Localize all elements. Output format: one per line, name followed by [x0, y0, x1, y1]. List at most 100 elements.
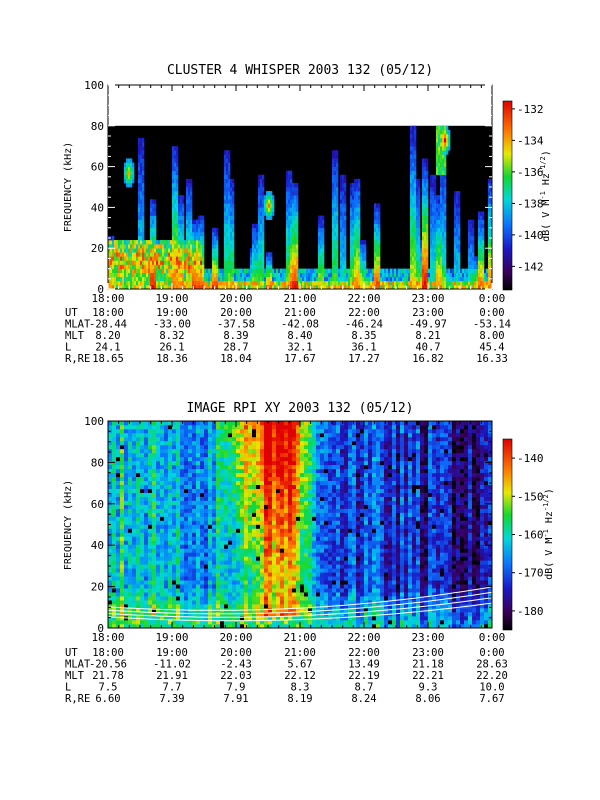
spectrogram-cell	[430, 231, 433, 237]
spectrogram-cell	[156, 436, 161, 442]
spectrogram-cell	[164, 500, 169, 505]
spectrogram-cell	[262, 260, 265, 265]
spectrogram-cell	[216, 592, 221, 597]
spectrogram-cell	[352, 252, 355, 257]
spectrogram-cell	[188, 452, 193, 458]
spectrogram-cell	[140, 524, 145, 529]
spectrogram-cell	[204, 496, 209, 501]
spectrogram-cell	[140, 596, 145, 601]
spectrogram-cell	[216, 468, 221, 474]
ephemeris-value: 18.36	[156, 353, 188, 365]
spectrogram-cell	[136, 500, 141, 505]
spectrogram-cell	[188, 512, 193, 517]
spectrogram-cell	[142, 142, 145, 147]
spectrogram-cell	[362, 272, 365, 278]
spectrogram-cell	[332, 178, 335, 184]
spectrogram-cell	[156, 248, 159, 253]
spectrogram-cell	[188, 187, 191, 192]
spectrogram-cell	[164, 604, 169, 609]
spectrogram-cell	[180, 504, 185, 509]
spectrogram-cell	[128, 272, 131, 278]
spectrogram-cell	[192, 456, 197, 462]
spectrogram-cell	[244, 272, 247, 278]
spectrogram-cell	[180, 272, 183, 278]
spectrogram-cell	[340, 276, 343, 282]
spectrogram-cell	[380, 272, 383, 278]
spectrogram-cell	[150, 256, 153, 261]
spectrogram-cell	[260, 207, 263, 212]
spectrogram-cell	[184, 248, 187, 253]
spectrogram-cell	[176, 154, 179, 159]
spectrogram-cell	[320, 268, 323, 273]
spectrogram-cell	[398, 268, 401, 273]
spectrogram-cell	[188, 484, 193, 489]
spectrogram-cell	[424, 244, 427, 249]
spectrogram-cell	[144, 624, 149, 629]
spectrogram-cell	[424, 207, 427, 212]
spectrogram-cell	[168, 444, 173, 450]
spectrogram-cell	[124, 488, 129, 493]
spectrogram-cell	[376, 280, 379, 286]
spectrogram-cell	[358, 264, 361, 269]
spectrogram-cell	[478, 235, 481, 241]
spectrogram-cell	[164, 260, 167, 265]
spectrogram-cell	[182, 244, 185, 249]
spectrogram-cell	[358, 272, 361, 278]
spectrogram-cell	[182, 207, 185, 212]
spectrogram-cell	[330, 276, 333, 282]
spectrogram-cell	[292, 280, 295, 286]
spectrogram-cell	[382, 280, 385, 286]
spectrogram-cell	[112, 560, 117, 565]
spectrogram-cell	[436, 223, 439, 229]
spectrogram-cell	[210, 284, 213, 290]
spectrogram-cell	[140, 516, 145, 521]
spectrogram-cell	[374, 219, 377, 225]
spectrogram-cell	[116, 500, 121, 505]
spectrogram-cell	[114, 260, 117, 265]
spectrogram-cell	[318, 248, 321, 253]
spectrogram-cell	[176, 568, 181, 573]
spectrogram-cell	[422, 256, 425, 261]
spectrogram-cell	[148, 248, 151, 253]
spectrogram-cell	[436, 244, 439, 249]
spectrogram-cell	[232, 432, 237, 438]
spectrogram-cell	[448, 268, 451, 273]
panel1-colorbar	[502, 100, 513, 291]
spectrogram-cell	[220, 624, 225, 629]
spectrogram-cell	[188, 568, 193, 573]
spectrogram-cell	[224, 528, 229, 533]
ephemeris-value: 19:00	[156, 307, 188, 319]
spectrogram-cell	[294, 223, 297, 229]
spectrogram-cell	[204, 484, 209, 489]
spectrogram-cell	[188, 624, 193, 629]
spectrogram-cell	[208, 508, 213, 513]
spectrogram-cell	[204, 500, 209, 505]
spectrogram-cell	[418, 191, 421, 196]
spectrogram-cell	[442, 276, 445, 282]
spectrogram-cell	[144, 592, 149, 597]
spectrogram-cell	[216, 464, 221, 470]
spectrogram-cell	[430, 178, 433, 184]
spectrogram-cell	[302, 280, 305, 286]
spectrogram-cell	[186, 191, 189, 196]
spectrogram-cell	[176, 484, 181, 489]
spectrogram-cell	[190, 252, 193, 257]
spectrogram-cell	[162, 268, 165, 273]
spectrogram-cell	[116, 480, 121, 485]
spectrogram-cell	[354, 191, 357, 196]
spectrogram-cell	[124, 424, 129, 430]
spectrogram-cell	[288, 203, 291, 208]
spectrogram-cell	[204, 472, 209, 478]
spectrogram-cell	[132, 476, 137, 482]
spectrogram-cell	[186, 256, 189, 261]
spectrogram-cell	[474, 272, 477, 278]
spectrogram-cell	[374, 207, 377, 212]
spectrogram-cell	[152, 480, 157, 485]
spectrogram-cell	[188, 516, 193, 521]
spectrogram-cell	[256, 268, 259, 273]
spectrogram-cell	[128, 264, 131, 269]
spectrogram-cell	[376, 219, 379, 225]
spectrogram-cell	[166, 280, 169, 286]
spectrogram-cell	[124, 600, 129, 605]
spectrogram-cell	[176, 248, 179, 253]
